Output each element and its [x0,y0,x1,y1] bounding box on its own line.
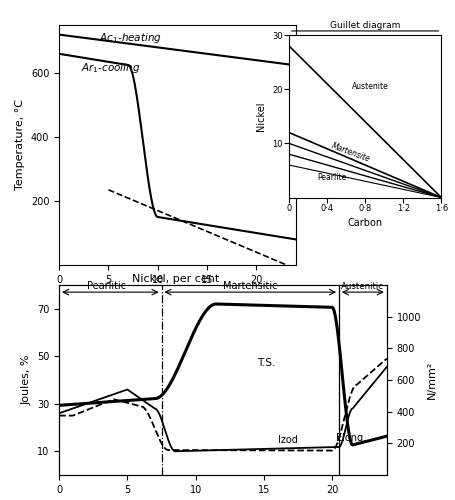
Text: Guillet diagram: Guillet diagram [330,21,400,30]
Text: Martensitic: Martensitic [223,282,278,292]
Text: Pearlite: Pearlite [317,173,346,182]
Y-axis label: Joules, %: Joules, % [21,355,31,405]
Y-axis label: Temperature, °C: Temperature, °C [15,100,25,190]
X-axis label: Carbon: Carbon [348,218,383,228]
Text: Austenitic: Austenitic [341,282,384,292]
X-axis label: Nickel, per cent: Nickel, per cent [134,290,221,300]
Text: Elong.: Elong. [336,432,366,442]
Text: T.S.: T.S. [257,358,275,368]
Text: Martensite: Martensite [330,142,372,165]
Y-axis label: Nickel: Nickel [257,102,267,131]
Text: $Ac_1$-heating: $Ac_1$-heating [99,31,162,45]
Text: Izod: Izod [278,435,298,445]
Text: Pearlitic: Pearlitic [87,282,126,292]
Y-axis label: N/mm²: N/mm² [426,361,436,399]
Text: $Ar_1$-cooling: $Ar_1$-cooling [81,62,140,76]
Text: Austenite: Austenite [352,82,388,91]
Text: Nickel, per cent: Nickel, per cent [131,274,219,284]
